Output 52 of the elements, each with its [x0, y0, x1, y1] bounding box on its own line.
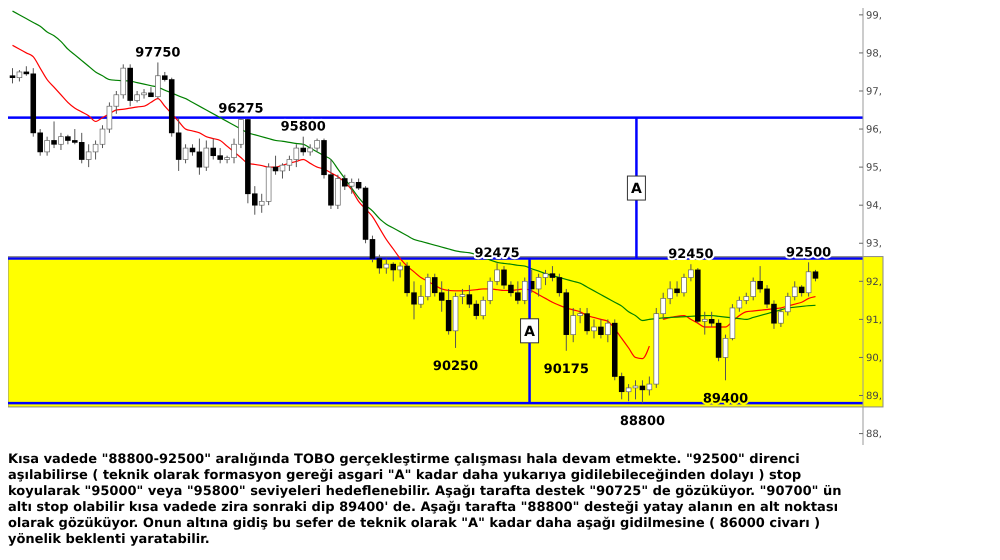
candlestick: [640, 380, 646, 404]
candlestick: [16, 70, 22, 82]
y-tick-label: 98,: [866, 48, 882, 60]
y-tick-label: 89,: [866, 391, 882, 402]
candlestick: [812, 269, 818, 282]
annotation: 90175: [544, 362, 589, 377]
candlestick: [591, 318, 597, 339]
candlestick: [155, 62, 161, 100]
candlestick: [204, 140, 210, 172]
candlestick: [798, 284, 804, 298]
candlestick: [674, 280, 680, 298]
y-tick-label: 94,: [866, 200, 882, 212]
candlestick: [300, 136, 306, 156]
candlestick: [598, 318, 604, 339]
annotation: 90250: [432, 358, 478, 374]
y-tick-label: 90,: [866, 352, 882, 364]
measure-bracket: A: [520, 258, 540, 404]
y-tick-label: 93,: [866, 238, 882, 250]
candlestick: [182, 144, 188, 164]
annotation: A: [524, 324, 536, 340]
candlestick: [702, 311, 708, 336]
annotation: 97750: [135, 45, 180, 60]
measure-bracket: A: [626, 118, 646, 258]
candlestick: [806, 262, 812, 298]
y-tick-label: 95,: [866, 162, 882, 174]
annotation: 88800: [620, 414, 666, 430]
candlestick: [390, 262, 396, 282]
candlestick: [384, 258, 390, 274]
candlestick: [605, 318, 611, 343]
y-tick-label: 92,: [866, 276, 882, 288]
annotation: 92500: [786, 245, 832, 260]
y-tick-label: 96,: [866, 124, 882, 136]
annotation: A: [631, 181, 642, 198]
annotation: 95800: [280, 120, 326, 135]
candlestick: [272, 155, 278, 176]
annotation: 96275: [218, 102, 264, 117]
candlestick: [148, 86, 154, 98]
candlestick: [58, 132, 64, 150]
y-tick-label: 97,: [866, 86, 882, 98]
candlestick: [51, 120, 57, 149]
candlestick: [342, 174, 348, 190]
y-tick-label: 99,: [866, 10, 882, 22]
candlestick: [522, 277, 528, 305]
y-tick-label: 91,: [866, 314, 882, 326]
candlestick: [10, 68, 16, 84]
y-tick-label: 88,: [866, 429, 882, 440]
annotation: 92475: [474, 246, 520, 262]
candlestick: [348, 178, 354, 194]
text: Kısa vadede "88800-92500" aralığında TOBO gerçekleştirme çalışması hala devam etmekte. "92500" direnci aşılabilirse ( teknik olarak formasyon gereği asgari "A" kadar daha yukarıya gidilebileceğinden dolayı ) stop koyularak "95000" veya "95800" seviyeleri hedeflenebilir. Aşağı tarafta destek "90725" de gözüküyor. "90700" ün altı stop olabilir kısa vadede zira sonraki dip 89400' de. Aşağı tarafta "88800" desteği yatay alanın en alt noktası olarak gözüküyor. Onun altına gidiş bu sefer de teknik olarak "A" kadar daha aşağı gidilmesine ( 86000 civarı ) yönelik beklenti yaratabilir.: [8, 452, 842, 548]
candlestick: [44, 136, 50, 156]
candlestick: [397, 262, 403, 278]
candlestick: [584, 307, 590, 336]
